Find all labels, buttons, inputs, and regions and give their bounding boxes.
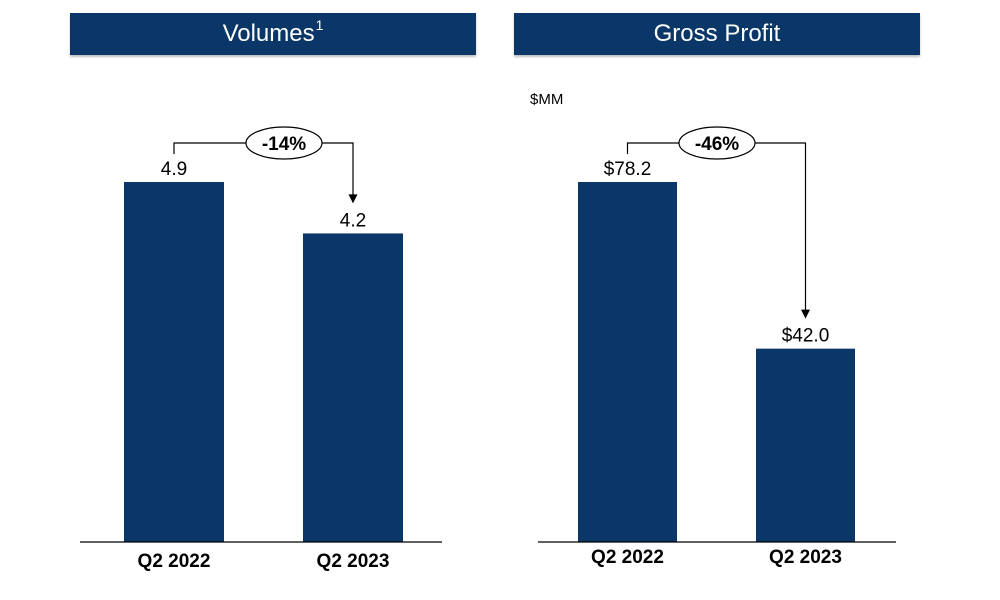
gross-profit-chart: $78.2 Q2 2022 $42.0 Q2 2023 -46% bbox=[538, 126, 896, 568]
volumes-header: Volumes 1 bbox=[70, 13, 476, 55]
bar-q2-2022 bbox=[124, 182, 224, 542]
change-percent-label: -46% bbox=[695, 134, 739, 155]
gross-profit-title: Gross Profit bbox=[653, 20, 781, 47]
change-badge bbox=[245, 126, 323, 160]
value-label: $78.2 bbox=[604, 159, 652, 180]
arrow-down-icon bbox=[801, 309, 810, 319]
change-percent-label: -14% bbox=[262, 134, 306, 155]
x-tick-label: Q2 2022 bbox=[138, 551, 211, 572]
gross-profit-panel: Gross Profit $MM $78.2 Q2 2022 $42.0 Q2 202… bbox=[475, 0, 925, 600]
gross-profit-header: Gross Profit bbox=[514, 13, 920, 55]
volumes-title: Volumes bbox=[222, 20, 315, 47]
value-label: 4.2 bbox=[340, 210, 366, 231]
arrow-down-icon bbox=[348, 194, 358, 204]
x-tick-label: Q2 2022 bbox=[591, 547, 664, 568]
bar-q2-2023 bbox=[756, 348, 855, 542]
x-tick-label: Q2 2023 bbox=[769, 547, 842, 568]
x-tick-label: Q2 2023 bbox=[317, 551, 390, 572]
volumes-footnote-mark: 1 bbox=[315, 17, 324, 33]
volumes-panel: Volumes 1 4.9 Q2 2022 4.2 Q2 2023 -14% bbox=[20, 0, 476, 600]
bar-q2-2022 bbox=[578, 182, 677, 542]
value-label: $42.0 bbox=[782, 326, 830, 347]
bar-q2-2023 bbox=[303, 233, 403, 542]
gross-profit-unit-label: $MM bbox=[530, 91, 564, 108]
change-badge bbox=[678, 126, 756, 160]
value-label: 4.9 bbox=[161, 159, 187, 180]
volumes-chart: 4.9 Q2 2022 4.2 Q2 2023 -14% bbox=[80, 126, 442, 572]
